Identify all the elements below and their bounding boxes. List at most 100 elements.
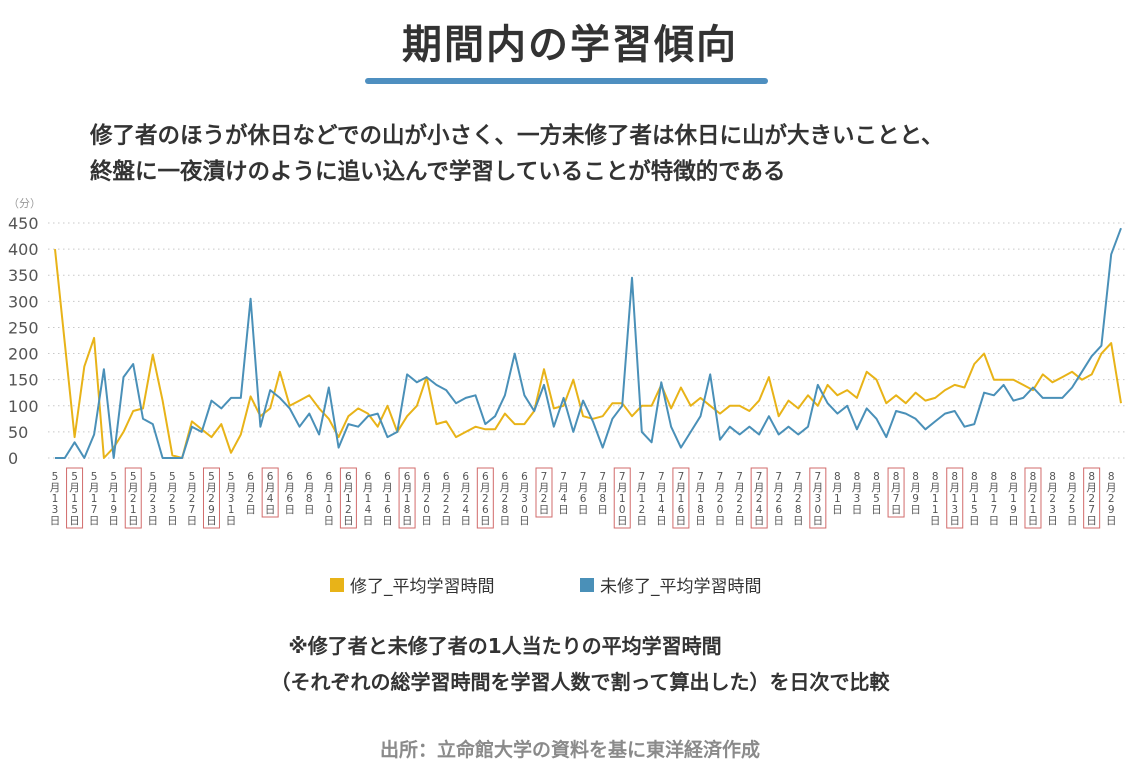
x-tick-label: 1 [91,493,98,505]
x-tick-label: 9 [208,504,215,516]
x-tick-label: 6 [306,471,313,483]
x-tick-label: 7 [678,471,685,483]
x-tick-label: 7 [736,471,743,483]
x-tick-label: 3 [521,493,528,505]
x-tick-label: 月 [343,482,354,494]
x-tick-label: 日 [108,515,119,527]
x-tick-label: 月 [695,482,706,494]
x-tick-label: 2 [169,493,176,505]
y-tick-label: 450 [8,214,39,233]
x-tick-label: 5 [873,493,880,505]
x-tick-label: 6 [325,471,332,483]
x-tick-label: 月 [773,482,784,494]
x-tick-label: 8 [1088,471,1095,483]
holiday-box [1083,467,1101,529]
x-tick-label: 2 [795,493,802,505]
x-tick-label: 4 [365,504,372,516]
y-axis-unit-label: （分） [8,197,41,210]
x-tick-label: 4 [462,504,469,516]
x-tick-label: 4 [267,493,274,505]
x-tick-label: 月 [617,482,628,494]
x-tick-label: 1 [697,493,704,505]
x-tick-label: 6 [502,471,509,483]
chart-title: 期間内の学習傾向 [402,22,738,68]
x-tick-label: 5 [169,471,176,483]
x-tick-label: 2 [247,493,254,505]
x-tick-label: 3 [814,493,821,505]
x-tick-label: 日 [226,515,237,527]
x-tick-label: 月 [1028,482,1039,494]
holiday-box [887,467,905,518]
x-tick-label: 月 [871,482,882,494]
x-tick-label: 9 [1108,504,1115,516]
x-tick-label: 1 [365,493,372,505]
x-tick-label: 6 [365,471,372,483]
x-tick-label: 7 [619,471,626,483]
x-tick-label: 1 [971,493,978,505]
holiday-box [261,467,279,518]
line-chart: （分）0501001502002503003504004505月13日5月15日… [8,197,1125,529]
x-tick-label: 日 [891,504,902,516]
holiday-box [124,467,142,529]
x-tick-label: 月 [832,482,843,494]
x-tick-label: 4 [560,493,567,505]
x-tick-label: 1 [638,493,645,505]
chart-description: 修了者のほうが休日などでの山が小さく、一方未修了者は休日に山が大きいことと、 終… [90,118,1130,190]
x-tick-label: 6 [404,471,411,483]
x-tick-label: 8 [502,504,509,516]
x-tick-label: 7 [1088,504,1095,516]
x-tick-label: 5 [71,504,78,516]
x-tick-label: 6 [423,471,430,483]
x-tick-label: 2 [345,504,352,516]
y-tick-label: 350 [8,266,39,285]
x-tick-label: 8 [795,504,802,516]
x-tick-label: 月 [754,482,765,494]
x-tick-label: 月 [148,482,159,494]
x-tick-label: 日 [949,515,960,527]
x-tick-label: 6 [384,471,391,483]
x-tick-label: 月 [500,482,511,494]
x-tick-label: 8 [1010,471,1017,483]
x-tick-label: 5 [130,471,137,483]
x-tick-label: 日 [910,504,921,516]
x-tick-label: 月 [265,482,276,494]
x-tick-label: 7 [599,471,606,483]
holiday-box [1024,467,1042,529]
x-tick-label: 月 [558,482,569,494]
x-tick-label: 3 [1049,504,1056,516]
holiday-box [672,467,690,529]
x-tick-label: 2 [443,504,450,516]
x-tick-label: 1 [228,504,235,516]
x-tick-label: 5 [91,471,98,483]
x-tick-label: 6 [384,504,391,516]
x-tick-label: 7 [991,504,998,516]
x-tick-label: 6 [580,493,587,505]
x-tick-label: 6 [286,471,293,483]
x-tick-label: 1 [325,493,332,505]
x-tick-label: 7 [756,471,763,483]
x-tick-label: 6 [286,493,293,505]
x-tick-label: 7 [814,471,821,483]
x-tick-label: 8 [991,471,998,483]
x-tick-label: 3 [854,493,861,505]
x-tick-label: 0 [717,504,724,516]
x-tick-label: 8 [1069,471,1076,483]
x-tick-label: 8 [1108,471,1115,483]
x-tick-label: 6 [521,471,528,483]
x-tick-label: 2 [775,493,782,505]
x-tick-label: 日 [128,515,139,527]
x-tick-label: 6 [462,471,469,483]
x-tick-label: 日 [324,515,335,527]
x-tick-label: 7 [658,471,665,483]
x-tick-label: 月 [597,482,608,494]
x-tick-label: 日 [480,515,491,527]
x-tick-label: 日 [461,515,472,527]
x-tick-label: 7 [189,504,196,516]
x-tick-label: 6 [775,504,782,516]
holiday-box [946,467,964,529]
x-tick-label: 2 [189,493,196,505]
x-tick-label: 日 [773,515,784,527]
x-tick-label: 日 [421,515,432,527]
x-tick-label: 日 [734,515,745,527]
y-tick-label: 400 [8,240,39,259]
